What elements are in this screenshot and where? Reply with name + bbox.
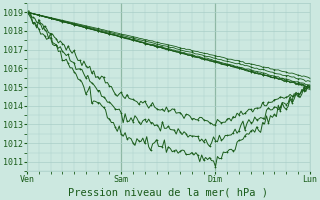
X-axis label: Pression niveau de la mer( hPa ): Pression niveau de la mer( hPa ) (68, 187, 268, 197)
